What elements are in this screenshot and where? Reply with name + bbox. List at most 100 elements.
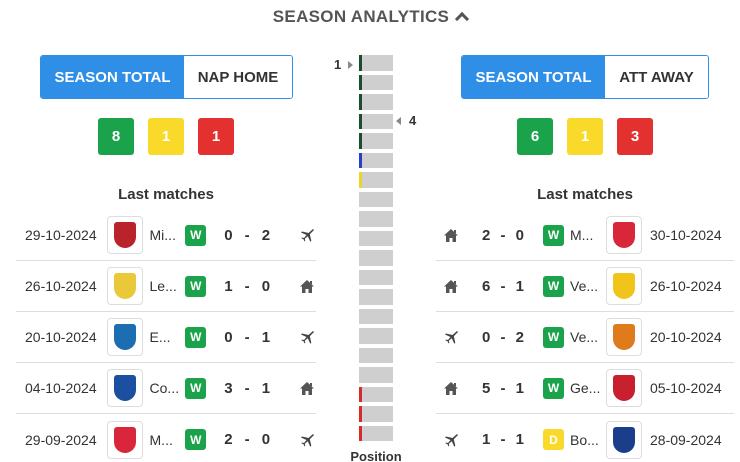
standings-slot [359, 425, 393, 441]
score-away: 1 [515, 379, 524, 397]
team-crest-icon [613, 222, 635, 248]
result-badge: W [543, 377, 564, 399]
home-icon [442, 379, 460, 397]
position-caption: Position [350, 449, 402, 462]
right-last-matches-title: Last matches [537, 186, 633, 203]
match-date: 20-10-2024 [650, 329, 722, 345]
score-away: 2 [515, 328, 524, 346]
draws-badge: 1 [148, 118, 184, 155]
score-home: 1 [482, 431, 491, 448]
score-separator: - [500, 379, 506, 397]
tab-home-left[interactable]: NAP HOME [184, 56, 292, 98]
team-logo [106, 267, 143, 305]
opponent-name: Co... [149, 380, 180, 396]
left-last-matches-title: Last matches [118, 186, 214, 203]
match-score: 2-0 [224, 431, 270, 448]
standings-slot [359, 74, 393, 90]
right-position-label: 4 [409, 113, 417, 128]
match-row[interactable]: 26-10-2024 Le... W 1-0 [16, 261, 316, 312]
team-crest-icon [613, 273, 635, 299]
draws-badge: 1 [567, 118, 603, 155]
standings-slot [359, 191, 393, 207]
right-record: 6 1 3 [517, 118, 653, 155]
match-score: 1-0 [224, 278, 270, 295]
score-home: 0 [482, 328, 491, 346]
left-record: 8 1 1 [98, 118, 234, 155]
opponent-name: Ge... [570, 380, 601, 396]
zone-marker [359, 94, 362, 110]
team-crest-icon [113, 273, 136, 299]
opponent-name: Mi... [149, 227, 176, 243]
left-match-list: 29-10-2024 Mi... W 0-2 26-10-2024 Le... W 1-0 20… [16, 210, 316, 462]
zone-marker [359, 113, 362, 129]
standings-slot [359, 55, 393, 71]
match-date: 26-10-2024 [650, 278, 722, 294]
section-header[interactable]: SEASON ANALYTICS [0, 7, 740, 27]
score-separator: - [500, 226, 506, 244]
match-date: 20-10-2024 [25, 329, 97, 345]
zone-marker [359, 172, 362, 188]
team-crest-icon [113, 222, 136, 248]
match-row[interactable]: 2-0 W M... 30-10-2024 [436, 210, 734, 261]
opponent-name: Bo... [570, 431, 599, 448]
chevron-up-icon[interactable] [455, 11, 470, 27]
team-logo [106, 369, 143, 407]
tab-season-total-left[interactable]: SEASON TOTAL [41, 56, 184, 98]
airplane-icon [442, 328, 460, 346]
airplane-icon [442, 431, 460, 449]
team-logo [606, 369, 642, 407]
standings-slot [359, 347, 393, 363]
match-row[interactable]: 5-1 W Ge... 05-10-2024 [436, 363, 734, 414]
score-separator: - [244, 328, 250, 346]
result-badge: W [185, 429, 207, 450]
standings-slot [359, 113, 393, 129]
home-icon [442, 226, 460, 244]
match-date: 04-10-2024 [25, 380, 97, 396]
score-home: 5 [482, 379, 491, 397]
match-row[interactable]: 29-09-2024 M... W 2-0 [16, 414, 316, 462]
team-logo [606, 318, 642, 356]
result-badge: W [185, 377, 207, 399]
score-home: 0 [224, 328, 233, 346]
standings-slot [359, 152, 393, 168]
score-separator: - [244, 226, 250, 244]
team-crest-icon [613, 375, 635, 401]
left-filter-tabs: SEASON TOTAL NAP HOME [40, 55, 293, 99]
tab-season-total-right[interactable]: SEASON TOTAL [462, 56, 605, 98]
match-row[interactable]: 1-1 D Bo... 28-09-2024 [436, 414, 734, 462]
team-logo [606, 420, 642, 459]
left-position-pointer [348, 61, 353, 69]
score-away: 1 [515, 431, 524, 448]
match-row[interactable]: 04-10-2024 Co... W 3-1 [16, 363, 316, 414]
match-row[interactable]: 29-10-2024 Mi... W 0-2 [16, 210, 316, 261]
match-score: 3-1 [224, 380, 270, 397]
section-title: SEASON ANALYTICS [272, 7, 450, 26]
team-logo [606, 216, 642, 254]
standings-slot [359, 230, 393, 246]
team-crest-icon [113, 324, 136, 350]
opponent-name: Le... [149, 278, 177, 294]
standings-slot [359, 289, 393, 305]
score-home: 3 [224, 379, 233, 397]
zone-marker [359, 386, 362, 402]
score-home: 1 [224, 277, 233, 295]
match-score: 0-2 [224, 227, 270, 244]
team-crest-icon [613, 324, 635, 350]
tab-away-right[interactable]: ATT AWAY [605, 56, 708, 98]
team-crest-icon [113, 426, 136, 453]
score-away: 0 [261, 431, 271, 448]
match-row[interactable]: 0-2 W Ve... 20-10-2024 [436, 312, 734, 363]
match-row[interactable]: 20-10-2024 E... W 0-1 [16, 312, 316, 363]
losses-badge: 1 [198, 118, 234, 155]
match-row[interactable]: 6-1 W Ve... 26-10-2024 [436, 261, 734, 312]
wins-badge: 6 [517, 118, 553, 155]
score-separator: - [500, 277, 506, 295]
score-home: 0 [224, 226, 233, 244]
result-badge: W [185, 224, 207, 246]
opponent-name: Ve... [570, 278, 599, 294]
losses-badge: 3 [617, 118, 653, 155]
right-filter-tabs: SEASON TOTAL ATT AWAY [461, 55, 709, 99]
match-score: 0-2 [482, 329, 524, 346]
home-icon [442, 277, 460, 295]
zone-marker [359, 74, 362, 90]
